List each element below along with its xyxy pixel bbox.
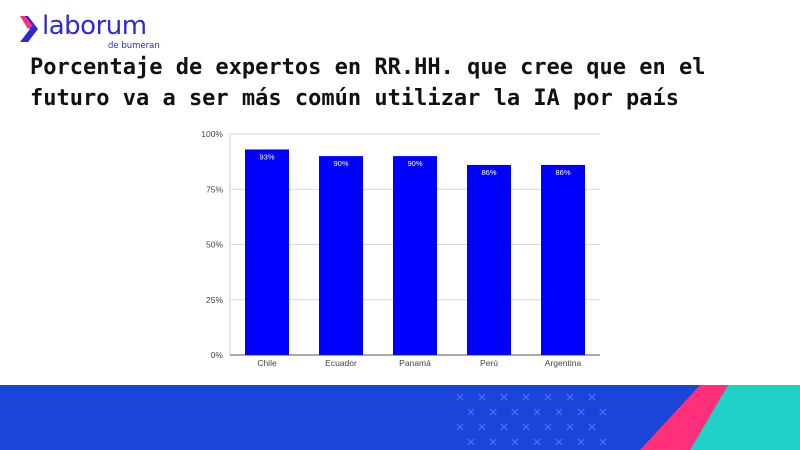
footer-x-mark [467,408,475,416]
footer-x-mark [511,408,519,416]
footer-x-stroke [456,423,464,431]
footer-x-stroke [511,408,519,416]
footer-x-mark [599,408,607,416]
footer-x-mark [544,423,552,431]
bar-value-label: 90% [407,159,422,168]
page-title: Porcentaje de expertos en RR.HH. que cre… [30,55,706,111]
bar-value-label: 86% [481,168,496,177]
footer-x-mark [533,408,541,416]
footer-x-stroke [544,393,552,401]
footer-x-stroke [511,438,519,446]
footer-x-mark [555,438,563,446]
footer-x-mark [588,393,596,401]
footer-pink-wave [640,385,728,450]
bar [541,164,585,355]
footer-x-stroke [467,408,475,416]
footer-x-mark [566,393,574,401]
footer-teal-wave [690,385,800,450]
footer-x-stroke [489,438,497,446]
footer-x-stroke [522,393,530,401]
footer-pattern [456,393,607,446]
footer-x-mark [588,423,596,431]
footer-x-stroke [577,408,585,416]
footer-x-stroke [588,423,596,431]
footer-x-mark [522,393,530,401]
footer-x-mark [577,438,585,446]
footer-x-mark [478,423,486,431]
footer-banner [0,385,800,450]
y-tick-label: 50% [206,240,223,250]
footer-x-stroke [467,438,475,446]
footer-x-mark [555,408,563,416]
footer-x-stroke [500,393,508,401]
footer-x-stroke [588,393,596,401]
bar [393,156,437,355]
x-tick-label: Ecuador [325,358,357,368]
footer-x-mark [478,393,486,401]
footer-x-stroke [533,408,541,416]
footer-x-stroke [456,393,464,401]
footer-x-mark [489,438,497,446]
chevron-right-icon [20,16,38,42]
x-tick-label: Chile [257,358,277,368]
footer-x-stroke [555,438,563,446]
footer-x-stroke [566,423,574,431]
footer-x-stroke [500,423,508,431]
y-tick-label: 100% [201,129,223,139]
footer-x-mark [533,438,541,446]
footer-x-stroke [478,393,486,401]
brand-name: laborum [42,11,147,41]
footer-x-mark [489,408,497,416]
footer-x-mark [500,423,508,431]
footer-x-mark [456,423,464,431]
bar [245,149,289,355]
brand-tagline: de bumeran [108,41,160,51]
footer-x-stroke [544,423,552,431]
x-tick-label: Argentina [545,358,582,368]
bar-value-label: 90% [333,159,348,168]
footer-x-mark [500,393,508,401]
footer-x-mark [522,423,530,431]
bar [467,164,511,355]
footer-x-stroke [599,408,607,416]
footer-x-stroke [555,408,563,416]
brand-logo: laborum de bumeran [20,11,170,54]
x-tick-label: Perú [480,358,498,368]
y-tick-label: 75% [206,184,223,194]
footer-x-stroke [478,423,486,431]
bar-chart: 0% 25% 50% 75% 100% 93% 90% 90% 86% 86% Chile Ecu… [201,129,600,368]
bar-value-label: 86% [555,168,570,177]
footer-x-mark [456,393,464,401]
bar [319,156,363,355]
footer-x-stroke [566,393,574,401]
y-tick-label: 0% [211,350,224,360]
footer-x-mark [599,438,607,446]
footer-x-mark [577,408,585,416]
footer-x-stroke [599,438,607,446]
footer-x-stroke [577,438,585,446]
x-tick-label: Panamá [399,358,431,368]
footer-x-stroke [489,408,497,416]
y-tick-label: 25% [206,295,223,305]
footer-x-mark [544,393,552,401]
footer-x-stroke [533,438,541,446]
footer-x-mark [566,423,574,431]
footer-x-mark [511,438,519,446]
bar-value-label: 93% [259,152,274,161]
footer-x-mark [467,438,475,446]
footer-x-stroke [522,423,530,431]
